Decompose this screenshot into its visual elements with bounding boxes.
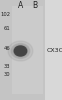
Text: 102: 102 <box>0 12 11 16</box>
Text: B: B <box>32 2 37 10</box>
Text: 61: 61 <box>4 26 11 30</box>
Ellipse shape <box>13 45 28 57</box>
Text: CX3CR1: CX3CR1 <box>47 48 62 53</box>
Ellipse shape <box>8 41 33 61</box>
Bar <box>12 6 43 94</box>
Ellipse shape <box>14 46 27 56</box>
Text: 33: 33 <box>4 64 11 68</box>
Text: 30: 30 <box>4 72 11 76</box>
Text: A: A <box>18 2 23 10</box>
Text: 46: 46 <box>4 46 11 50</box>
Bar <box>0 0 45 100</box>
Ellipse shape <box>11 44 30 58</box>
Bar <box>45 0 62 100</box>
